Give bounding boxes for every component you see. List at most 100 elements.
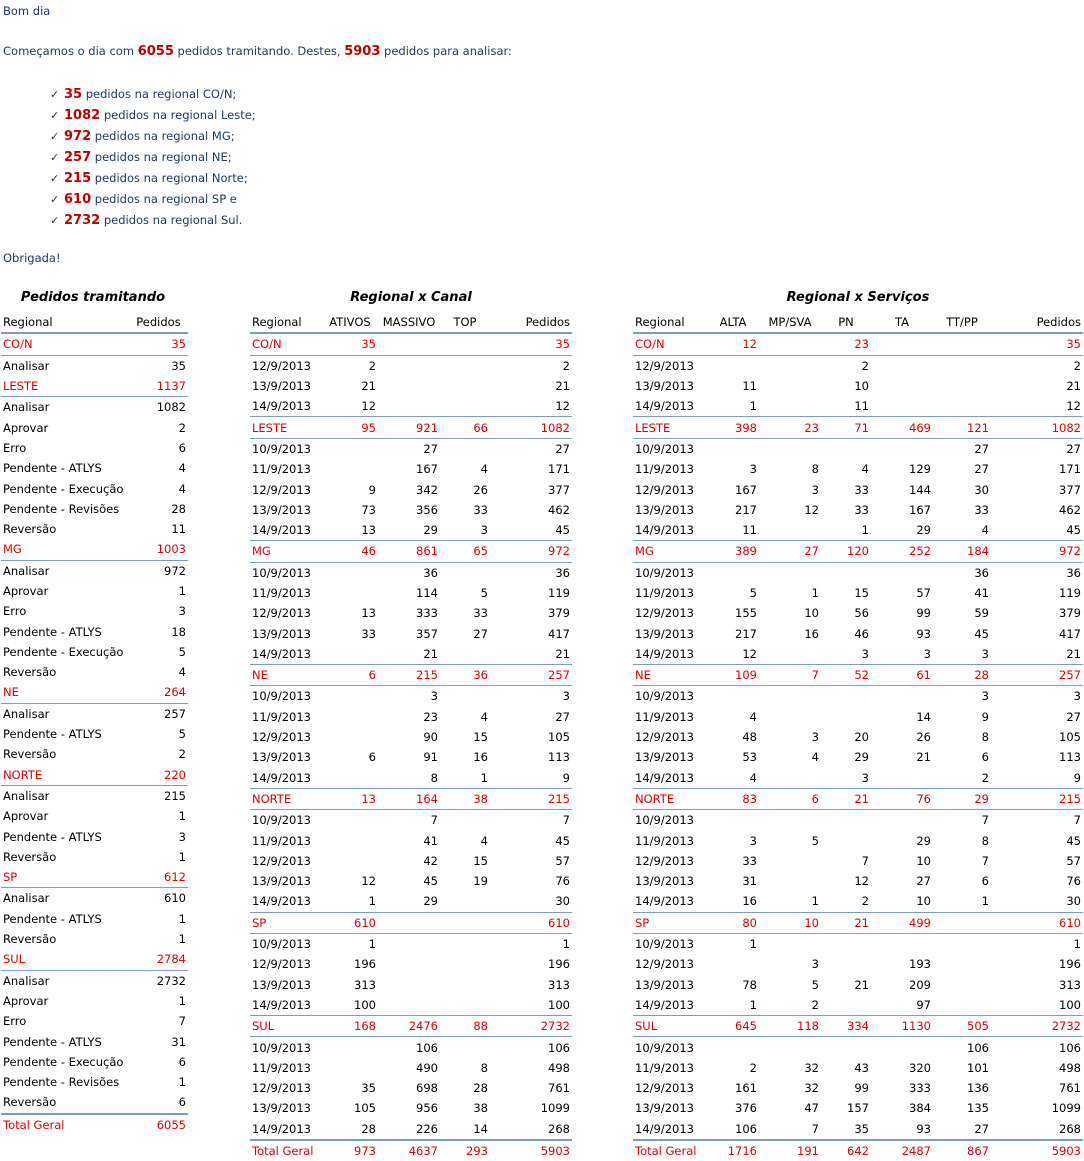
table-cell: 10/9/2013 [635,689,694,704]
table-row: 12/9/2013 42 15 57 [250,851,572,871]
table-row: 13/9/2013 73 356 33 462 [250,500,572,520]
bullet-text: pedidos na regional Norte; [91,171,248,185]
table-cell [821,686,871,707]
table-cell: 1082 [490,416,572,439]
table-cell: 7 [430,813,438,828]
table-cell: 2784 [129,949,188,971]
table-row: 10/9/2013 106 106 [633,1037,1083,1058]
table-cell: SUL [250,1015,322,1038]
table-cell: 499 [871,911,933,934]
table-cell [322,830,378,850]
table-cell: 121 [933,416,991,439]
table-row: Aprovar 1 [1,581,188,601]
table-cell: 184 [933,540,991,563]
table-row: 11/9/2013 41 4 45 [250,830,572,850]
table-cell: 4 [480,833,488,848]
table-cell: 28 [171,501,186,516]
table-cell: 10 [916,894,931,909]
table-cell: 5 [811,977,819,992]
table-cell: 13/9/2013 [252,502,311,517]
table-cell: 29 [916,523,931,538]
table-row: 13/9/2013 217 16 46 93 45 417 [633,623,1083,643]
table-cell: 5 [749,586,757,600]
column-header: Pedidos [991,312,1083,335]
table-cell: 3 [861,646,869,661]
table-cell: Analisar [3,706,50,721]
table-cell: 2732 [156,973,186,988]
table-cell: 12 [804,502,819,517]
table-cell: 11/9/2013 [635,462,694,477]
table-cell: 16 [473,750,488,765]
table-cell: 167 [909,502,931,517]
table-cell [440,954,490,974]
table-cell: 45 [555,523,570,538]
table-cell: SUL [633,1015,707,1038]
table-cell [759,355,821,376]
table-cell: 12 [555,399,570,414]
table-cell: 12/9/2013 [635,358,694,373]
table-cell [821,954,871,974]
canal-table: Regional ATIVOS MASSIVO TOP Pedidos CO/N 35 35 1… [250,312,572,1161]
table-cell: 6 [981,874,989,889]
table-cell: 4 [480,709,488,724]
bullet-text: pedidos na regional CO/N; [82,87,237,101]
table-cell: 12/9/2013 [635,1081,694,1096]
group-row: NORTE 220 [1,764,188,786]
table-cell: 57 [916,586,931,600]
column-header: ALTA [707,312,759,335]
table-cell: 7 [759,664,821,687]
table-row: 13/9/2013 6 91 16 113 [250,747,572,767]
table-cell: 4 [861,462,869,477]
table-cell: 105 [548,730,570,745]
table-cell: 11 [742,523,757,538]
table-cell: 2476 [378,1015,440,1038]
table-row: 13/9/2013 21 21 [250,376,572,396]
table-cell: 313 [354,977,376,992]
table-cell: Reversão [3,665,57,680]
table-cell: 1082 [991,416,1083,439]
table-cell: 106 [735,1121,757,1136]
table-cell: 313 [1059,977,1081,992]
table-cell [821,1037,871,1058]
table-cell: 21 [854,977,869,992]
table-cell: 161 [735,1081,757,1096]
table-cell: 10 [804,606,819,621]
table-cell [322,768,378,789]
table-cell: 379 [548,606,570,621]
table-cell: 334 [821,1015,871,1038]
table-cell: 43 [854,1060,869,1075]
table-cell [707,686,759,707]
table-row: 14/9/2013 4 3 2 9 [633,768,1083,789]
table-cell: 12/9/2013 [635,606,694,621]
table-cell: 12/9/2013 [635,482,694,497]
table-row: Pendente - Execução 5 [1,642,188,662]
table-cell: 21 [1066,379,1081,394]
table-cell: 1137 [129,375,188,398]
table-cell: 11 [171,522,186,537]
table-cell: 215 [991,787,1083,811]
table-cell: 1 [368,894,376,909]
table-cell: 41 [423,833,438,848]
table-cell: 379 [1059,606,1081,621]
table-cell: 168 [322,1015,378,1038]
intro-line: Começamos o dia com 6055 pedidos tramita… [3,44,512,59]
table-cell: Pendente - ATLYS [3,461,102,476]
table-row: 13/9/2013 217 12 33 167 33 462 [633,500,1083,520]
table-row: 12/9/2013 2 2 [250,355,572,376]
table-cell: 106 [416,1040,438,1055]
table-cell: 357 [416,626,438,641]
table-cell: SP [1,867,129,889]
table-cell: CO/N [250,333,322,356]
table-cell [933,911,991,934]
table-cell: 13 [361,606,376,621]
table-cell: 27 [555,709,570,724]
table-cell: 7 [178,1014,186,1029]
table-cell: 7 [981,813,989,828]
table-row: 10/9/2013 27 27 [633,438,1083,459]
table-cell [440,810,490,831]
table-cell: Pendente - Execução [3,1054,124,1069]
table-cell: 8 [480,1060,488,1075]
table-cell [821,707,871,727]
table-cell: 167 [416,462,438,477]
table-cell: 106 [1059,1040,1081,1055]
